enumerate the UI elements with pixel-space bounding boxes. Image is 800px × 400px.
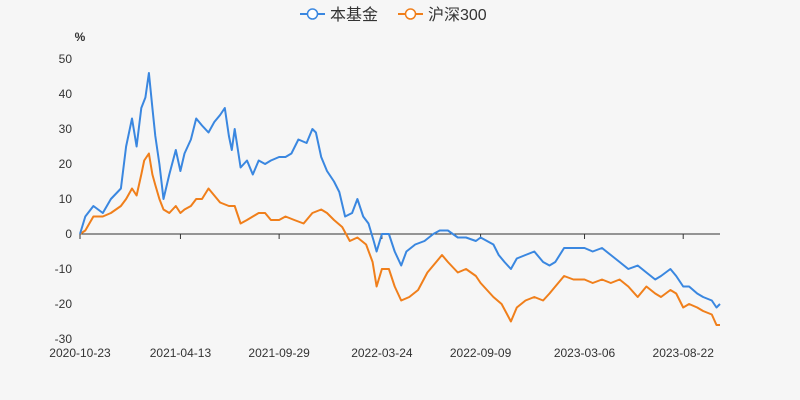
legend-marker [404,8,417,20]
y-tick-label: 40 [59,87,73,101]
x-tick-label: 2022-09-09 [450,346,512,360]
x-tick-label: 2020-10-23 [49,346,111,360]
y-tick-label: -20 [55,297,73,311]
x-tick-label: 2023-03-06 [554,346,616,360]
y-tick-label: 0 [65,227,72,241]
legend-item[interactable]: 本基金 [300,6,378,24]
series-lines [79,72,721,326]
y-tick-label: -10 [55,262,73,276]
x-tick-label: 2021-04-13 [150,346,212,360]
legend-marker [306,8,319,20]
x-tick-label: 2022-03-24 [351,346,413,360]
x-tick-label: 2021-09-29 [248,346,310,360]
y-axis: 50 40 30 20 10 0 -10 -20 -30 [55,52,73,346]
series-line [79,72,721,309]
y-axis-unit-label: % [75,30,86,44]
legend-label: 本基金 [330,6,378,24]
legend-label: 沪深300 [428,6,487,24]
y-tick-label: 30 [59,122,73,136]
x-tick-label: 2023-08-22 [653,346,715,360]
y-tick-label: -30 [55,332,73,346]
legend-item[interactable]: 沪深300 [398,6,487,24]
x-axis: 2020-10-23 2021-04-13 2021-09-29 2022-03-24… [49,233,720,360]
y-tick-label: 10 [59,192,73,206]
series-line [79,152,720,326]
y-tick-label: 20 [59,157,73,171]
y-tick-label: 50 [59,52,73,66]
legend: 本基金 沪深300 [300,6,487,24]
